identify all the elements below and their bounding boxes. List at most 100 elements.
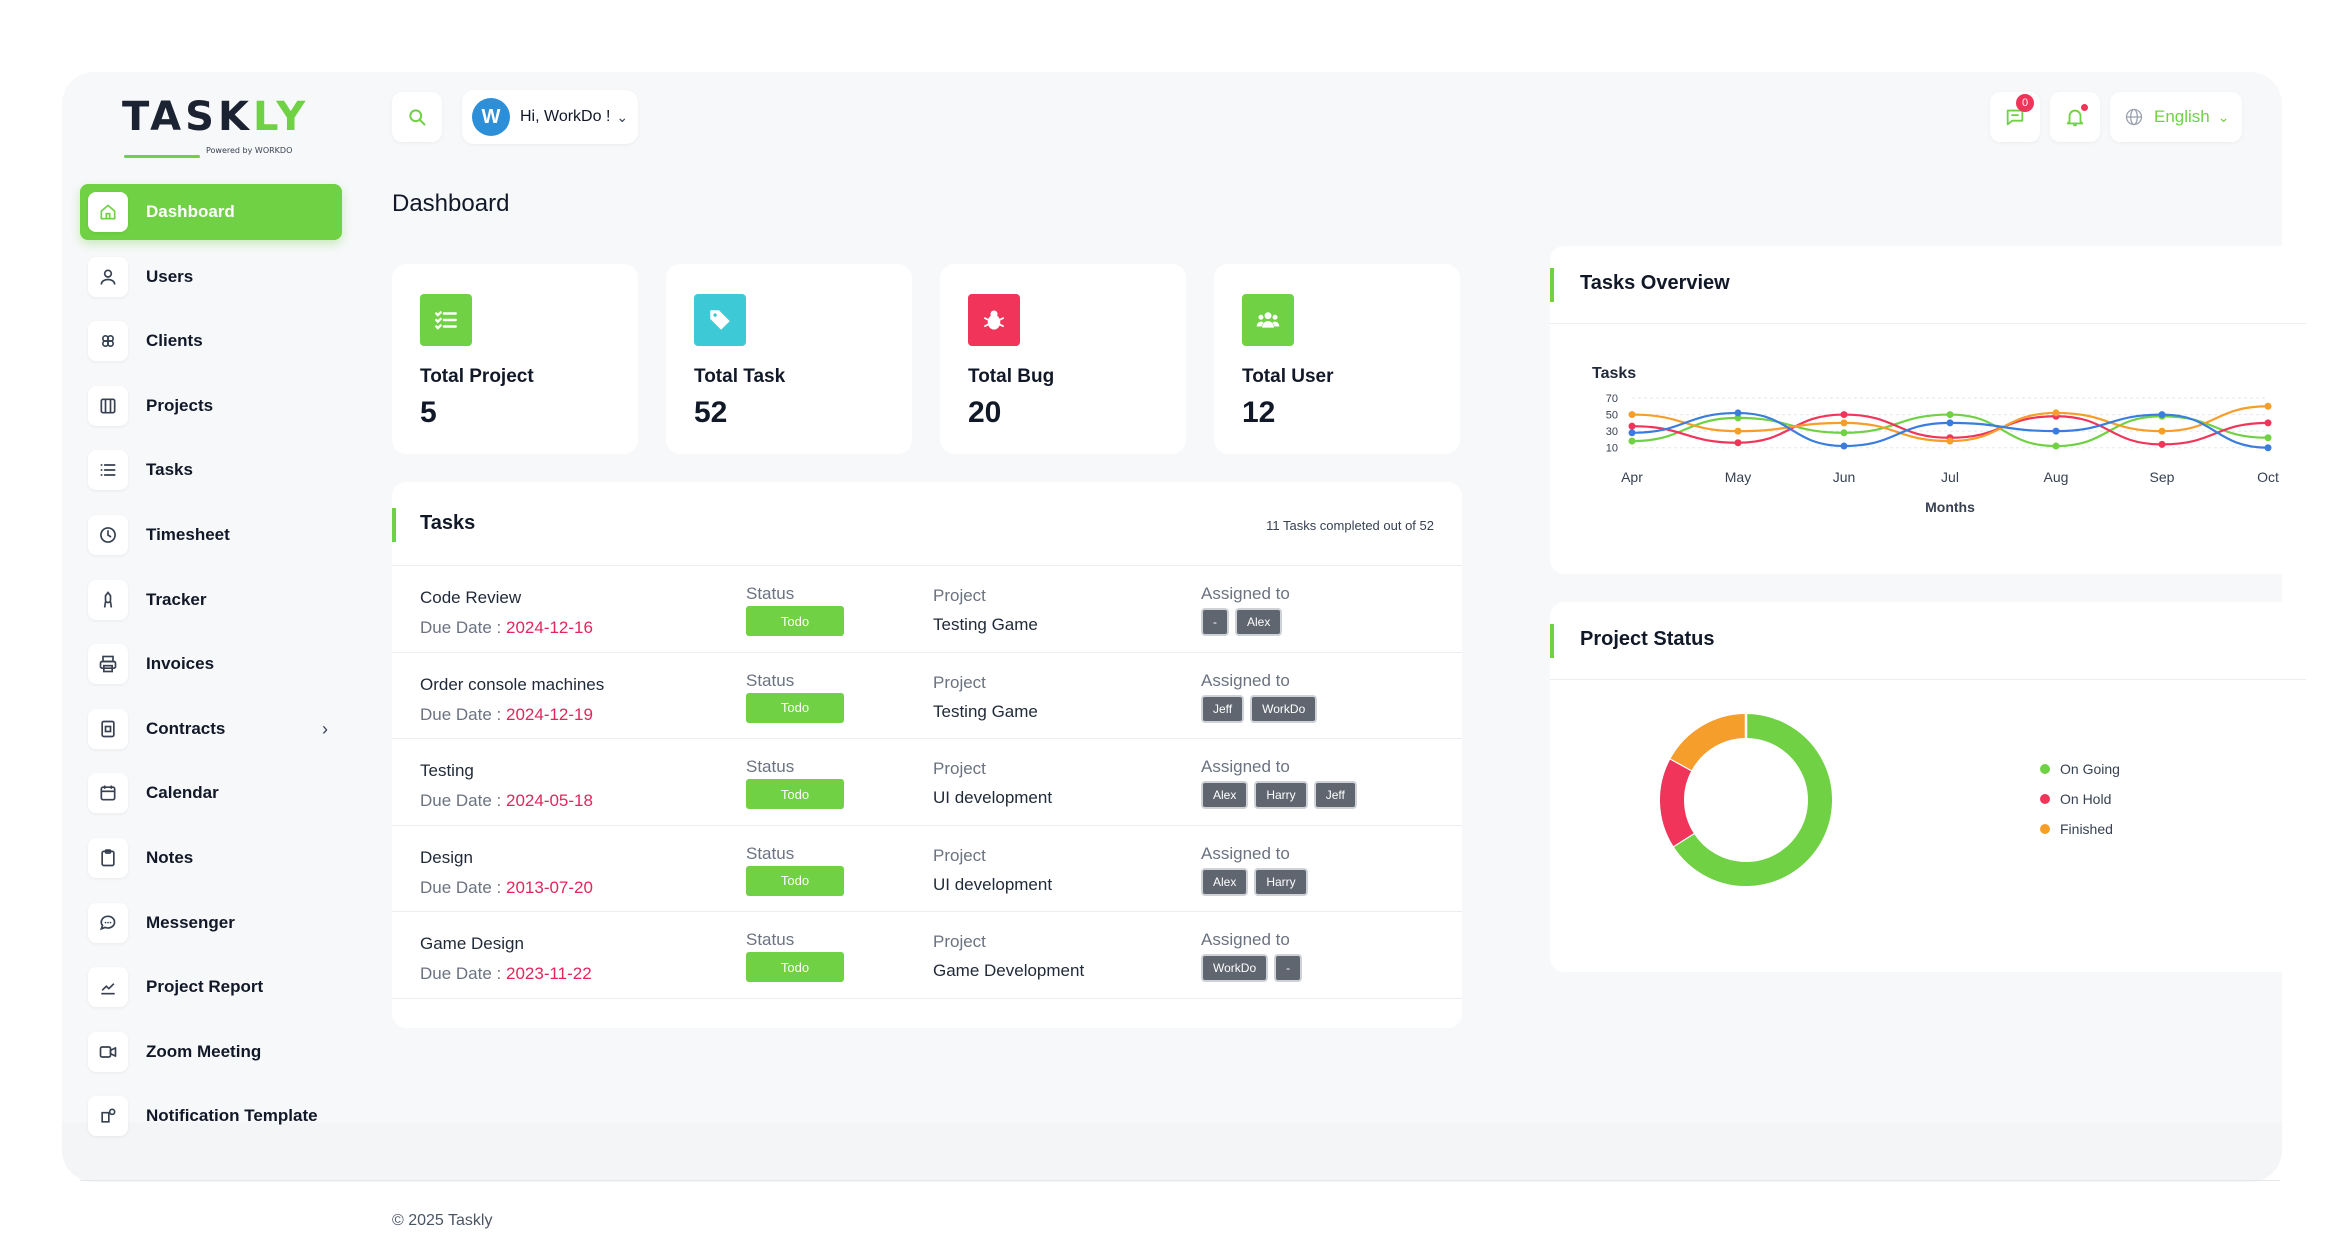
project-status-donut [1660,713,1832,886]
task-name[interactable]: Game Design [420,934,524,953]
project-status-header: Project Status [1550,602,2306,680]
legend-item[interactable]: Finished [2040,814,2120,844]
data-point [1946,419,1954,427]
chevron-down-icon: ⌄ [2217,108,2230,125]
assignee-chip[interactable]: Jeff [1201,694,1245,723]
sidebar-item-notes[interactable]: Notes [80,830,342,886]
sidebar-item-tracker[interactable]: Tracker [80,572,342,628]
sidebar-item-label: Calendar [146,783,219,803]
task-row[interactable]: Order console machines Due Date : 2024-12… [392,653,1462,739]
sidebar-item-notification-template[interactable]: Notification Template [80,1088,342,1144]
sidebar-item-tasks[interactable]: Tasks [80,442,342,498]
project-label: Project [933,759,986,778]
chat-icon [88,902,128,943]
donut-slice-finished[interactable] [1670,714,1747,771]
sidebar-item-label: Tracker [146,589,207,609]
project-label: Project [933,672,986,692]
legend-item[interactable]: On Going [2040,754,2120,784]
task-due-date: Due Date : 2024-12-19 [420,705,593,725]
user-menu-button[interactable]: W Hi, WorkDo ! ⌄ [462,90,638,144]
data-point [1946,437,1954,445]
stat-card-tasks[interactable]: Total Task 52 [666,264,912,454]
footer-copyright: © 2025 Taskly [392,1212,493,1229]
task-name[interactable]: Testing [420,761,474,780]
sidebar-item-label: Project Report [146,977,264,997]
language-label: English [2154,107,2210,126]
assignee-chip[interactable]: - [1274,954,1303,982]
tasks-panel-header: Tasks 11 Tasks completed out of 52 [392,482,1462,566]
logo-main: TASK [122,94,253,140]
sidebar-item-label: Invoices [146,654,215,674]
stat-card-bugs[interactable]: Total Bug 20 [940,264,1186,454]
due-value: 2024-05-18 [506,791,593,810]
data-point [1628,411,1636,419]
assignee-chip[interactable]: Alex [1235,608,1283,636]
messages-button[interactable]: 0 [1990,92,2040,142]
assignee-chip[interactable]: Alex [1201,781,1249,809]
stat-card-users[interactable]: Total User 12 [1214,264,1460,454]
status-label: Status [746,930,795,949]
sidebar-item-users[interactable]: Users [80,249,342,305]
stat-label: Total User [1242,366,1334,387]
footer-band [62,1122,2282,1182]
project-name: Testing Game [933,701,1038,721]
search-icon [409,109,426,126]
task-row[interactable]: Testing Due Date : 2024-05-18 Status Todo Pr… [392,739,1462,826]
task-due-date: Due Date : 2024-12-16 [420,618,593,638]
chevron-right-icon: › [322,718,328,739]
sidebar-item-label: Tasks [146,460,193,480]
legend-dot [2040,824,2050,834]
assignee-chip[interactable]: - [1201,608,1229,636]
due-value: 2024-12-19 [506,704,593,724]
sidebar-item-calendar[interactable]: Calendar [80,765,342,821]
legend-item[interactable]: On Hold [2040,784,2120,814]
task-due-date: Due Date : 2023-11-22 [420,964,592,984]
sidebar-item-clients[interactable]: Clients [80,313,342,369]
task-row[interactable]: Game Design Due Date : 2023-11-22 Status To… [392,912,1462,999]
sidebar-item-project-report[interactable]: Project Report [80,959,342,1015]
assignee-chip[interactable]: WorkDo [1250,694,1318,723]
projects-icon [88,385,128,426]
task-name[interactable]: Design [420,847,473,867]
sidebar-item-projects[interactable]: Projects [80,378,342,434]
notifications-button[interactable] [2050,92,2100,142]
assigned-label: Assigned to [1201,843,1290,863]
task-list: Code Review Due Date : 2024-12-16 Status To… [392,566,1462,999]
sidebar-item-contracts[interactable]: Contracts › [80,701,342,757]
sidebar-item-timesheet[interactable]: Timesheet [80,507,342,563]
assigned-label: Assigned to [1201,930,1290,949]
app-logo[interactable]: TASKLY Powered by WORKDO [122,92,322,162]
due-label: Due Date : [420,704,506,724]
sidebar-item-invoices[interactable]: Invoices [80,636,342,692]
task-row[interactable]: Design Due Date : 2013-07-20 Status Todo Pro… [392,826,1462,912]
assignee-chip[interactable]: Alex [1201,867,1249,896]
task-name[interactable]: Order console machines [420,674,605,694]
assignee-chip[interactable]: Harry [1254,781,1308,809]
assignee-chip[interactable]: Jeff [1313,781,1357,809]
tasks-line-chart: Tasks 70 50 30 10 Apr May Jun Jul Aug Sep Oct Months [1592,365,2279,515]
due-value: 2024-12-16 [506,618,593,637]
stat-value: 52 [694,396,728,429]
task-row[interactable]: Code Review Due Date : 2024-12-16 Status To… [392,566,1462,653]
assignee-chip[interactable]: Harry [1254,867,1308,896]
task-name[interactable]: Code Review [420,588,522,607]
data-point [1734,414,1742,422]
donut-slice-on-going[interactable] [1673,714,1832,886]
legend-label: On Going [2060,761,2120,777]
project-label: Project [933,932,986,951]
stat-card-projects[interactable]: Total Project 5 [392,264,638,454]
data-point [2052,427,2060,435]
sidebar-item-messenger[interactable]: Messenger [80,895,342,951]
status-badge: Todo [746,865,844,896]
task-due-date: Due Date : 2013-07-20 [420,878,593,898]
y-tick-label: 70 [1606,393,1618,405]
sidebar-item-dashboard[interactable]: Dashboard [80,184,342,240]
search-button[interactable] [392,92,442,142]
language-select[interactable]: English ⌄ [2110,92,2242,142]
stat-value: 5 [420,396,437,429]
donut-slice-on-hold[interactable] [1660,758,1694,847]
task-due-date: Due Date : 2024-05-18 [420,791,593,811]
status-label: Status [746,670,795,690]
sidebar-item-zoom-meeting[interactable]: Zoom Meeting [80,1024,342,1080]
assignee-chip[interactable]: WorkDo [1201,954,1269,982]
